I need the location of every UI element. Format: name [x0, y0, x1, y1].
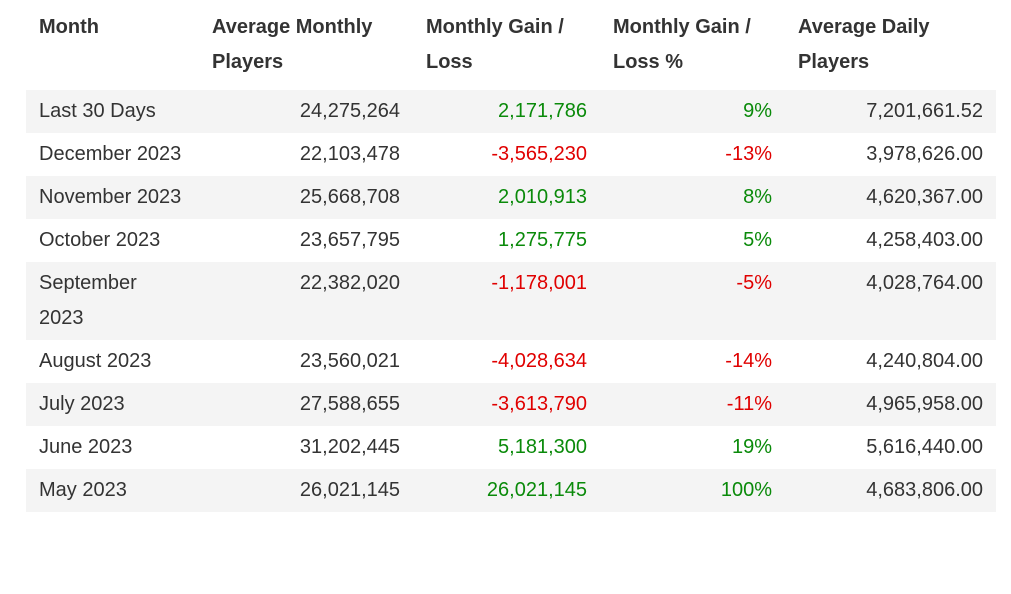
table-header: Month Average Monthly Players Monthly Ga… [26, 8, 996, 90]
month-cell: December 2023 [39, 143, 182, 165]
avg-monthly-players-cell: 23,657,795 [299, 229, 400, 251]
avg-daily-players-cell: 4,258,403.00 [866, 229, 983, 251]
table-row: September 2023 22,382,020 -1,178,001 -5% 4,0… [26, 262, 996, 340]
month-cell: September 2023 [39, 272, 137, 329]
avg-monthly-players-cell: 22,382,020 [299, 272, 400, 294]
gain-loss-cell: 26,021,145 [486, 479, 587, 501]
avg-daily-players-cell: 4,683,806.00 [866, 479, 983, 501]
header-avg-daily-players: Average Daily Players [798, 16, 930, 73]
table-body: Last 30 Days 24,275,264 2,171,786 9% 7,201,6… [26, 90, 996, 512]
month-cell: November 2023 [39, 186, 182, 208]
table-row: June 2023 31,202,445 5,181,300 19% 5,616,440… [26, 426, 996, 469]
gain-loss-cell: -3,613,790 [491, 393, 587, 415]
table-row: December 2023 22,103,478 -3,565,230 -13% 3,9… [26, 133, 996, 176]
gain-loss-cell: 2,171,786 [498, 100, 587, 122]
table-row: Last 30 Days 24,275,264 2,171,786 9% 7,201,6… [26, 90, 996, 133]
gain-loss-pct-cell: -11% [726, 393, 772, 415]
avg-monthly-players-cell: 24,275,264 [299, 100, 400, 122]
gain-loss-cell: 1,275,775 [498, 229, 587, 251]
gain-loss-cell: -3,565,230 [491, 143, 587, 165]
gain-loss-cell: 2,010,913 [498, 186, 587, 208]
gain-loss-pct-cell: 9% [743, 100, 772, 122]
month-cell: Last 30 Days [39, 100, 156, 122]
month-cell: May 2023 [39, 479, 127, 501]
gain-loss-pct-cell: 5% [743, 229, 772, 251]
gain-loss-pct-cell: 8% [743, 186, 772, 208]
gain-loss-pct-cell: -14% [725, 350, 772, 372]
avg-daily-players-cell: 7,201,661.52 [866, 100, 983, 122]
month-cell: October 2023 [39, 229, 161, 251]
avg-monthly-players-cell: 31,202,445 [299, 436, 400, 458]
gain-loss-cell: 5,181,300 [498, 436, 587, 458]
avg-daily-players-cell: 4,620,367.00 [866, 186, 983, 208]
avg-monthly-players-cell: 26,021,145 [299, 479, 400, 501]
avg-monthly-players-cell: 27,588,655 [299, 393, 400, 415]
avg-daily-players-cell: 4,028,764.00 [866, 272, 983, 294]
month-cell: June 2023 [39, 436, 133, 458]
player-stats-table: Month Average Monthly Players Monthly Ga… [26, 8, 996, 512]
table-row: November 2023 25,668,708 2,010,913 8% 4,620,… [26, 176, 996, 219]
gain-loss-cell: -4,028,634 [491, 350, 587, 372]
avg-monthly-players-cell: 25,668,708 [299, 186, 400, 208]
avg-daily-players-cell: 4,240,804.00 [866, 350, 983, 372]
avg-daily-players-cell: 3,978,626.00 [866, 143, 983, 165]
avg-monthly-players-cell: 23,560,021 [299, 350, 400, 372]
month-cell: July 2023 [39, 393, 125, 415]
header-monthly-gain-loss: Monthly Gain / Loss [426, 16, 564, 73]
avg-daily-players-cell: 5,616,440.00 [866, 436, 983, 458]
header-monthly-gain-loss-pct: Monthly Gain / Loss % [613, 16, 751, 73]
gain-loss-pct-cell: -5% [736, 272, 772, 294]
table-row: May 2023 26,021,145 26,021,145 100% 4,683,80… [26, 469, 996, 512]
gain-loss-pct-cell: 19% [731, 436, 772, 458]
table-row: August 2023 23,560,021 -4,028,634 -14% 4,240… [26, 340, 996, 383]
gain-loss-cell: -1,178,001 [491, 272, 587, 294]
month-cell: August 2023 [39, 350, 152, 372]
avg-monthly-players-cell: 22,103,478 [299, 143, 400, 165]
gain-loss-pct-cell: 100% [720, 479, 772, 501]
gain-loss-pct-cell: -13% [725, 143, 772, 165]
header-month: Month [39, 16, 99, 38]
table-row: October 2023 23,657,795 1,275,775 5% 4,258,4… [26, 219, 996, 262]
avg-daily-players-cell: 4,965,958.00 [866, 393, 983, 415]
header-avg-monthly-players: Average Monthly Players [212, 16, 373, 73]
table-row: July 2023 27,588,655 -3,613,790 -11% 4,965,9… [26, 383, 996, 426]
